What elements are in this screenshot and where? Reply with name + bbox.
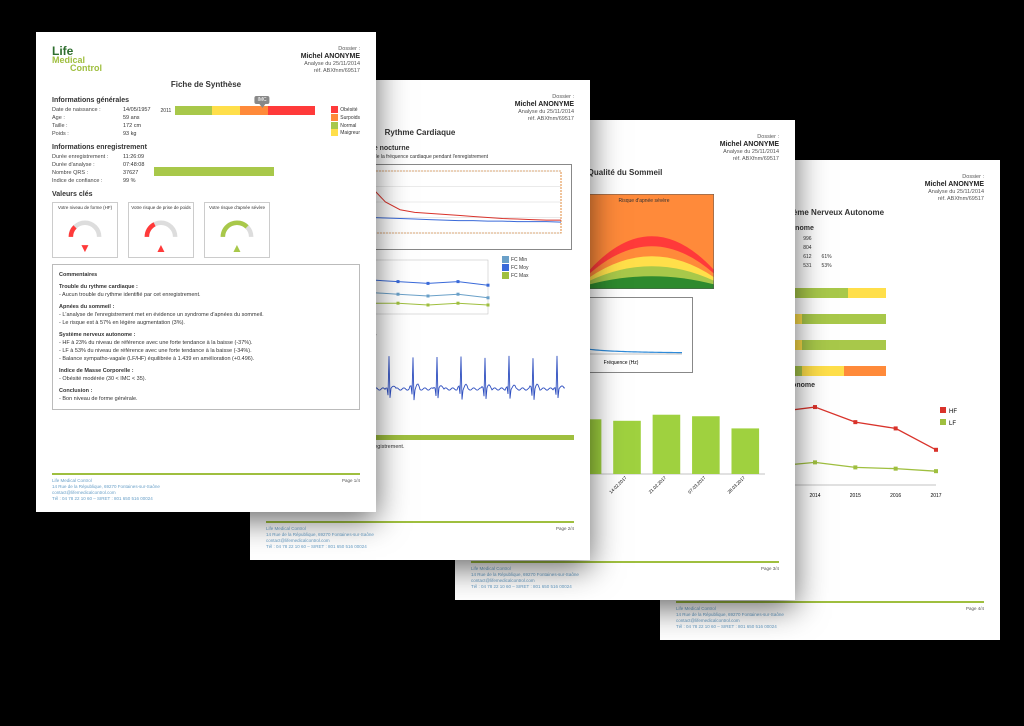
dossier-block: Dossier :Michel ANONYMEAnalyse du 25/11/… [720, 134, 779, 163]
svg-text:2017: 2017 [930, 493, 941, 499]
svg-text:14.02.2017: 14.02.2017 [608, 475, 628, 495]
svg-text:2014: 2014 [809, 493, 820, 499]
dossier-block: Dossier :Michel ANONYMEAnalyse du 25/11/… [925, 174, 984, 203]
svg-text:2016: 2016 [890, 493, 901, 499]
imc-year: 2011 [161, 108, 172, 114]
dossier-block: Dossier :Michel ANONYMEAnalyse du 25/11/… [515, 94, 574, 123]
contour-plot: Risque d'apnée sévère [574, 194, 714, 289]
page-footer: Life Medical Control14 Rue de la Républi… [676, 601, 984, 630]
svg-text:Fréquence (Hz): Fréquence (Hz) [604, 360, 639, 366]
page-footer: Life Medical Control14 Rue de la Républi… [266, 521, 574, 550]
page-title: Fiche de Synthèse [52, 80, 360, 89]
general-info: Date de naissance :14/05/1957Age :59 ans… [52, 106, 151, 138]
svg-text:07.03.2017: 07.03.2017 [687, 475, 707, 495]
confidence-band [154, 167, 274, 176]
logo: Life Medical Control [52, 46, 85, 77]
svg-text:Risque d'apnée sévère: Risque d'apnée sévère [618, 198, 669, 204]
dossier-block: Dossier :Michel ANONYMEAnalyse du 25/11/… [301, 46, 360, 75]
section-heading: Informations enregistrement [52, 144, 360, 151]
page-footer: Life Medical Control14 Rue de la Républi… [52, 473, 360, 502]
page-footer: Life Medical Control14 Rue de la Républi… [471, 561, 779, 590]
imc-band: IMC [175, 106, 315, 115]
comments-box: Commentaires Trouble du rythme cardiaque… [52, 264, 360, 410]
section-heading: Informations générales [52, 97, 360, 104]
stage: Dossier :Michel ANONYMEAnalyse du 25/11/… [0, 0, 1024, 726]
imc-legend: ObésitéSurpoidsNormalMaigreur [331, 106, 360, 137]
svg-text:21.02.2017: 21.02.2017 [648, 475, 668, 495]
svg-text:LF: LF [949, 421, 956, 427]
section-heading: Valeurs clés [52, 191, 360, 198]
svg-text:HF: HF [949, 409, 957, 415]
gauges-row: Votre niveau de forme (HF)▼Votre risque … [52, 202, 360, 258]
recording-info: Durée enregistrement :11:26:09Durée d'an… [52, 153, 144, 185]
page-1: Life Medical Control Dossier :Michel ANO… [36, 32, 376, 512]
svg-text:2015: 2015 [850, 493, 861, 499]
chart-legend: FC MinFC MoyFC Max [502, 256, 529, 326]
svg-text:28.03.2017: 28.03.2017 [727, 475, 747, 495]
comments-title: Commentaires [59, 272, 97, 278]
